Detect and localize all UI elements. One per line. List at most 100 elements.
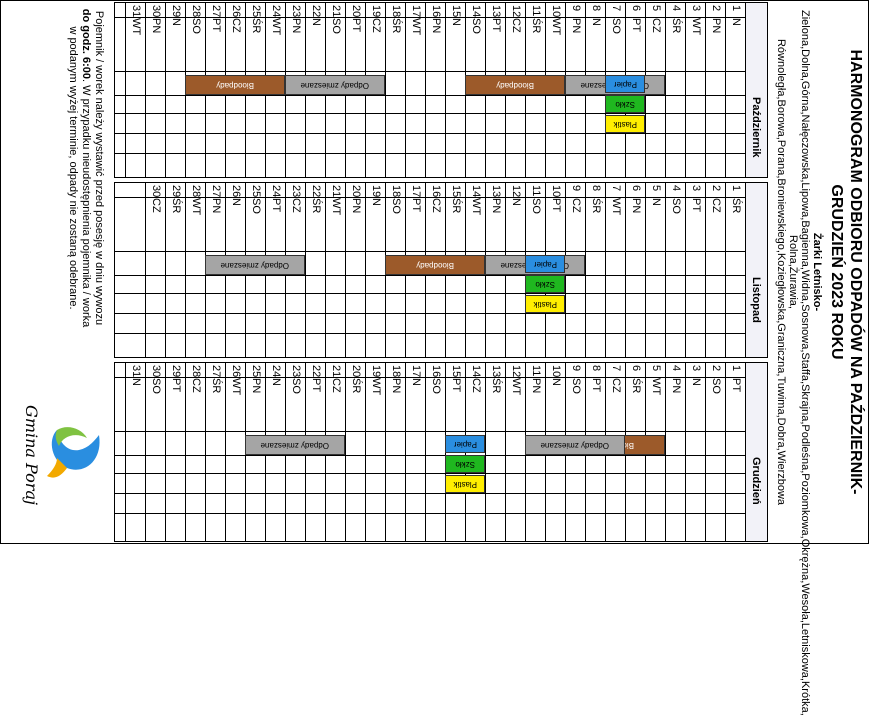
- day-number: 5: [650, 5, 662, 12]
- plastic-bar: Plastik: [605, 115, 645, 133]
- day-number: 26: [230, 5, 242, 18]
- weekday: WT: [610, 198, 622, 216]
- weekday: CZ: [150, 198, 162, 213]
- day-row: 19 N: [365, 183, 385, 357]
- logo-text: Gmina Poraj: [22, 405, 41, 505]
- weekday: SO: [710, 378, 722, 394]
- weekday: SO: [290, 378, 302, 394]
- weekday: PT: [550, 198, 562, 213]
- day-number: 18: [390, 185, 402, 198]
- day-row: 3 PT: [685, 183, 705, 357]
- day-row: 29 N: [165, 3, 185, 177]
- weekday: CZ: [430, 198, 442, 213]
- day-row: 30 CZ: [145, 183, 165, 357]
- grid-line: [115, 493, 745, 494]
- day-number: 2: [710, 365, 722, 372]
- grid-line: [115, 17, 745, 18]
- weekday: CZ: [190, 378, 202, 393]
- weekday: ŚR: [670, 18, 682, 34]
- day-row: 28 CZ: [185, 363, 205, 541]
- day-number: 25: [250, 185, 262, 198]
- day-row: 21 WT: [325, 183, 345, 357]
- day-number: 17: [410, 185, 422, 198]
- weekday: PT: [630, 18, 642, 33]
- day-row: 6 PN: [625, 183, 645, 357]
- day-number: 12: [510, 5, 522, 18]
- weekday: PN: [530, 378, 542, 394]
- day-number: 14: [470, 365, 482, 378]
- glass-bar: Szkło: [525, 275, 565, 293]
- month-column-2: Grudzień 1 PT 2 SO 3 N 4 PN 5 WT 6 ŚR 7 CZ 8 PT 9 SO 10 N 11 P…: [114, 362, 768, 542]
- day-row: 1 PT: [725, 363, 745, 541]
- weekday: ŚR: [170, 198, 182, 214]
- day-number: 8: [590, 365, 602, 372]
- day-number: 23: [290, 5, 302, 18]
- month-column-1: Listopad 1 ŚR 2 CZ 3 PT 4 SO 5 N 6 PN 7 WT 8 ŚR 9 CZ 10 PT 11…: [114, 182, 768, 358]
- day-number: 9: [570, 5, 582, 12]
- day-number: 28: [190, 5, 202, 18]
- weekday: N: [550, 378, 562, 386]
- grid-line: [115, 455, 745, 456]
- day-row: 29 PT: [165, 363, 185, 541]
- weekday: SO: [390, 198, 402, 214]
- weekday: N: [450, 18, 462, 26]
- day-number: 31: [130, 365, 142, 378]
- day-number: 29: [170, 5, 182, 18]
- weekday: PT: [450, 378, 462, 393]
- day-row: 1 ŚR: [725, 183, 745, 357]
- grid-line: [115, 251, 745, 252]
- day-number: 28: [190, 185, 202, 198]
- day-number: 16: [430, 5, 442, 18]
- weekday: ŚR: [730, 198, 742, 214]
- day-number: 11: [530, 365, 542, 377]
- weekday: ŚR: [310, 198, 322, 214]
- weekday: PT: [310, 378, 322, 393]
- weekday: CZ: [290, 198, 302, 213]
- day-row: 16 PN: [425, 3, 445, 177]
- day-row: 27 ŚR: [205, 363, 225, 541]
- weekday: N: [130, 378, 142, 386]
- day-number: 7: [610, 5, 622, 12]
- day-number: 29: [170, 365, 182, 378]
- day-number: 3: [690, 185, 702, 192]
- weekday: N: [170, 18, 182, 26]
- weekday: ŚR: [390, 18, 402, 34]
- weekday: SO: [610, 18, 622, 34]
- day-number: 24: [270, 365, 282, 378]
- weekday: N: [590, 18, 602, 26]
- day-number: 2: [710, 5, 722, 12]
- month-name: Październik: [745, 3, 767, 177]
- weekday: ŚR: [490, 378, 502, 394]
- paper-bar: Papier: [605, 75, 645, 93]
- weekday: PN: [710, 18, 722, 34]
- day-number: 18: [390, 365, 402, 378]
- weekday: ŚR: [350, 378, 362, 394]
- day-number: 5: [650, 365, 662, 372]
- day-number: 1: [730, 365, 742, 372]
- grid-line: [115, 133, 745, 134]
- weekday: PN: [630, 198, 642, 214]
- weekday: SO: [330, 18, 342, 34]
- weekday: N: [730, 18, 742, 26]
- weekday: PT: [590, 378, 602, 393]
- day-row: 2 PN: [705, 3, 725, 177]
- day-row: 30 PN: [145, 3, 165, 177]
- weekday: PT: [170, 378, 182, 393]
- weekday: WT: [330, 198, 342, 216]
- weekday: SO: [470, 18, 482, 34]
- weekday: ŚR: [450, 198, 462, 214]
- day-number: 20: [350, 365, 362, 378]
- weekday: CZ: [370, 18, 382, 33]
- weekday: PT: [350, 18, 362, 33]
- odpady-zmieszane-bar: Odpady zmieszane: [285, 75, 385, 95]
- day-number: 6: [630, 185, 642, 192]
- day-number: 16: [430, 365, 442, 378]
- bioodpady-bar: Bioodpady: [385, 255, 485, 275]
- weekday: CZ: [710, 198, 722, 213]
- weekday: PN: [430, 18, 442, 34]
- day-number: 12: [510, 365, 522, 378]
- day-number: 15: [450, 185, 462, 198]
- day-number: 25: [250, 365, 262, 378]
- paper-bar: Papier: [445, 435, 485, 453]
